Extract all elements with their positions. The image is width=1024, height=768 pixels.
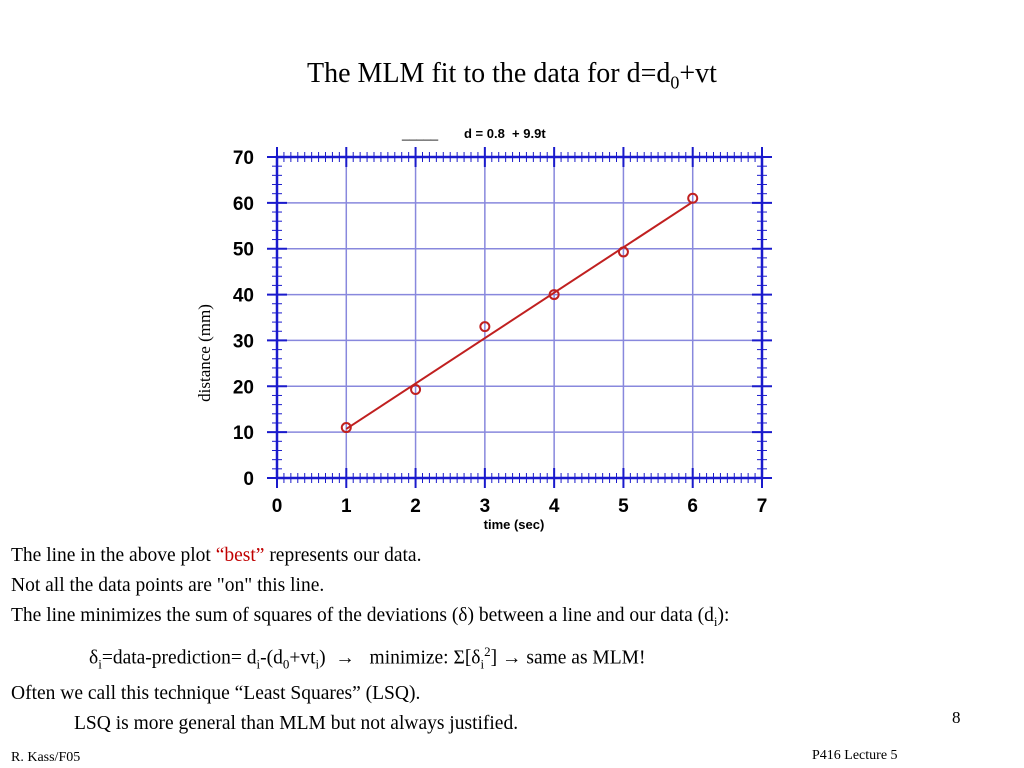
best-highlight: “best” <box>215 545 265 566</box>
data-point <box>479 321 491 333</box>
fit-line <box>345 201 694 430</box>
y-tick-label: 30 <box>233 331 254 352</box>
body-line-3: The line minimizes the sum of squares of… <box>11 601 1011 637</box>
explanation-text: The line in the above plot “best” repres… <box>11 541 1011 739</box>
y-tick-label: 70 <box>233 148 254 169</box>
body-text-segment: The line in the above plot <box>11 545 216 566</box>
subscript: i <box>713 613 718 629</box>
footer-author: R. Kass/F05 <box>11 750 81 765</box>
x-tick-label: 6 <box>687 496 698 517</box>
legend-line: _____ <box>401 126 439 141</box>
x-axis-label: time (sec) <box>484 517 545 532</box>
data-point <box>410 383 422 395</box>
title-text: The MLM fit to the data for d=d <box>307 58 671 89</box>
body-line-5: Often we call this technique “Least Squa… <box>11 683 421 705</box>
y-tick-label: 50 <box>233 240 254 261</box>
fit-line-layer <box>345 201 694 430</box>
y-tick-label: 40 <box>233 286 254 307</box>
grid <box>276 156 763 479</box>
subscript: i <box>256 656 261 672</box>
page-number: 8 <box>952 708 961 727</box>
x-tick-label: 4 <box>549 496 560 517</box>
x-tick-label: 5 <box>618 496 629 517</box>
body-line-4: δi=data-prediction= di-(d0+vti) → minimi… <box>11 637 1011 679</box>
x-tick-label: 1 <box>341 496 352 517</box>
body-text-segment: ] → same as MLM! <box>490 647 646 669</box>
x-tick-label: 3 <box>480 496 491 517</box>
slide-title: The MLM fit to the data for d=d0+vt <box>0 58 1024 94</box>
subscript: i <box>315 656 320 672</box>
body-text-segment: ) → minimize: Σ[δ <box>319 647 481 669</box>
x-tick-label: 2 <box>410 496 421 517</box>
data-point <box>687 192 699 204</box>
body-line-2: Not all the data points are "on" this li… <box>11 575 325 596</box>
x-tick-label: 0 <box>272 496 283 517</box>
x-tick-label: 7 <box>757 496 768 517</box>
body-line-6: LSQ is more general than MLM but not alw… <box>74 713 519 735</box>
body-text-segment: +vt <box>289 647 316 669</box>
body-text-segment: ): <box>717 605 730 626</box>
y-tick-label: 10 <box>233 423 254 444</box>
body-text-segment: -(d <box>260 647 283 669</box>
subscript: 0 <box>282 656 290 672</box>
data-point <box>340 422 352 434</box>
body-text-segment: represents our data. <box>264 545 422 566</box>
body-text-segment: The line minimizes the sum of squares of… <box>11 605 714 626</box>
footer-lecture: P416 Lecture 5 <box>812 748 898 763</box>
axes <box>267 147 772 488</box>
y-tick-label: 0 <box>243 469 254 490</box>
subscript: i <box>98 656 102 672</box>
title-subscript: 0 <box>670 72 680 93</box>
data-point <box>548 289 560 301</box>
legend-text: d = 0.8 + 9.9t <box>464 126 546 141</box>
data-point <box>617 246 629 258</box>
superscript: 2 <box>484 643 491 659</box>
y-tick-label: 60 <box>233 194 254 215</box>
data-points <box>340 192 699 434</box>
subscript: i <box>480 656 485 672</box>
title-tail: +vt <box>679 58 717 89</box>
y-tick-label: 20 <box>233 377 254 398</box>
delta-symbol: δ <box>89 647 99 669</box>
body-line-1: The line in the above plot “best” repres… <box>11 541 1011 571</box>
body-text-segment: =data-prediction= d <box>101 647 257 669</box>
y-axis-label: distance (mm) <box>195 304 214 402</box>
